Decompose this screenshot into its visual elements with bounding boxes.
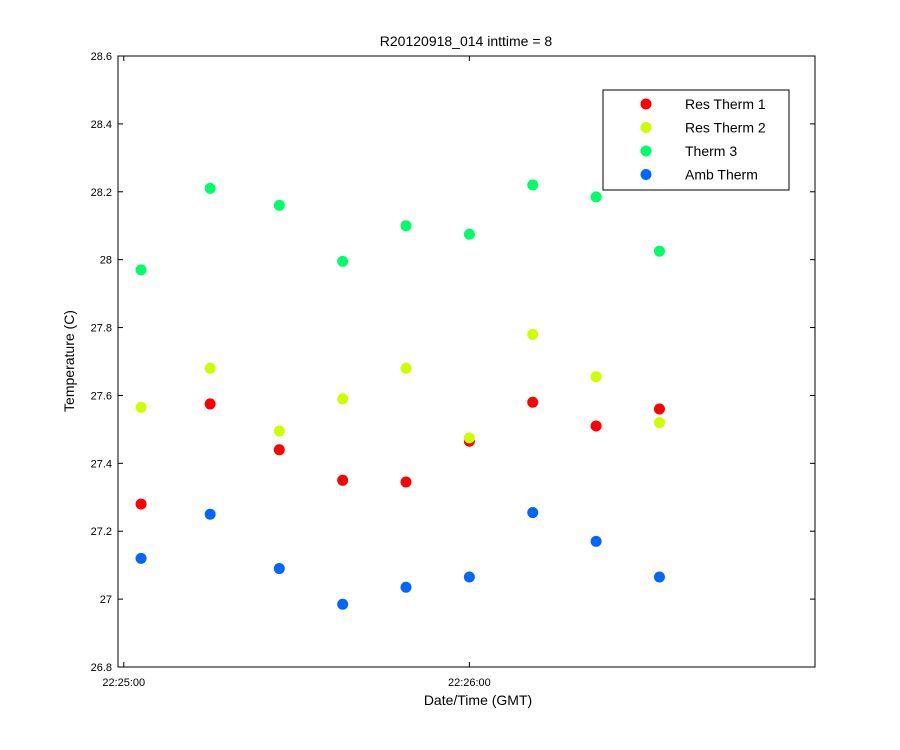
y-tick-label: 26.8: [91, 662, 112, 674]
point-res-therm-1: [273, 444, 285, 456]
point-therm-3: [337, 255, 349, 267]
point-amb-therm: [273, 563, 285, 575]
point-amb-therm: [337, 598, 349, 610]
point-res-therm-1: [135, 498, 147, 510]
point-therm-3: [653, 245, 665, 257]
y-tick-label: 27.8: [91, 323, 112, 335]
y-tick-label: 28.6: [91, 51, 112, 63]
y-tick-label: 28.2: [91, 187, 112, 199]
point-res-therm-2: [273, 425, 285, 437]
point-amb-therm: [463, 571, 475, 583]
point-amb-therm: [400, 581, 412, 593]
point-amb-therm: [590, 535, 602, 547]
point-amb-therm: [527, 507, 539, 519]
x-tick-label: 22:25:00: [102, 677, 145, 689]
point-res-therm-1: [204, 398, 216, 410]
point-res-therm-1: [590, 420, 602, 432]
y-tick-label: 27: [100, 594, 112, 606]
point-amb-therm: [204, 508, 216, 520]
legend-label: Res Therm 2: [685, 120, 766, 136]
y-tick-label: 28.4: [91, 119, 112, 131]
x-axis-title: Date/Time (GMT): [424, 692, 532, 708]
legend-marker: [640, 122, 652, 133]
point-amb-therm: [653, 571, 665, 583]
point-res-therm-2: [337, 393, 349, 405]
point-therm-3: [204, 182, 216, 194]
point-res-therm-2: [590, 371, 602, 383]
point-therm-3: [463, 228, 475, 240]
point-res-therm-2: [463, 432, 475, 444]
point-therm-3: [400, 220, 412, 232]
point-therm-3: [135, 264, 147, 276]
point-therm-3: [590, 191, 602, 203]
legend-label: Res Therm 1: [685, 96, 766, 112]
y-tick-label: 27.4: [91, 458, 112, 470]
point-res-therm-2: [653, 417, 665, 429]
legend-box: [602, 89, 790, 191]
legend-label: Therm 3: [685, 143, 737, 159]
y-tick-label: 27.6: [91, 390, 112, 402]
point-res-therm-2: [400, 362, 412, 374]
y-axis: 26.8 27 27.2 27.4 27.6 27.8 28 28.2 28.4 28.6: [91, 51, 815, 674]
y-tick-label: 27.2: [91, 526, 112, 538]
legend-marker: [640, 145, 652, 157]
point-res-therm-2: [204, 362, 216, 374]
legend-label: Amb Therm: [685, 167, 758, 183]
point-res-therm-2: [527, 328, 539, 340]
point-res-therm-1: [400, 476, 412, 488]
point-therm-3: [273, 199, 285, 211]
point-amb-therm: [135, 552, 147, 564]
point-res-therm-1: [527, 396, 539, 408]
y-axis-title: Temperature (C): [61, 310, 77, 412]
legend-marker: [640, 169, 652, 180]
point-res-therm-1: [337, 474, 349, 486]
y-tick-label: 28: [100, 255, 112, 267]
x-tick-label: 22:26:00: [448, 677, 491, 689]
point-res-therm-2: [135, 401, 147, 413]
legend-marker: [640, 98, 652, 110]
point-therm-3: [527, 179, 539, 191]
point-res-therm-1: [653, 403, 665, 415]
legend: Res Therm 1 Res Therm 2 Therm 3 Amb Therm: [602, 89, 790, 191]
chart-title: R20120918_014 inttime = 8: [380, 33, 553, 49]
data-points: [135, 179, 665, 610]
x-axis: 22:25:00 22:26:00: [102, 56, 491, 689]
